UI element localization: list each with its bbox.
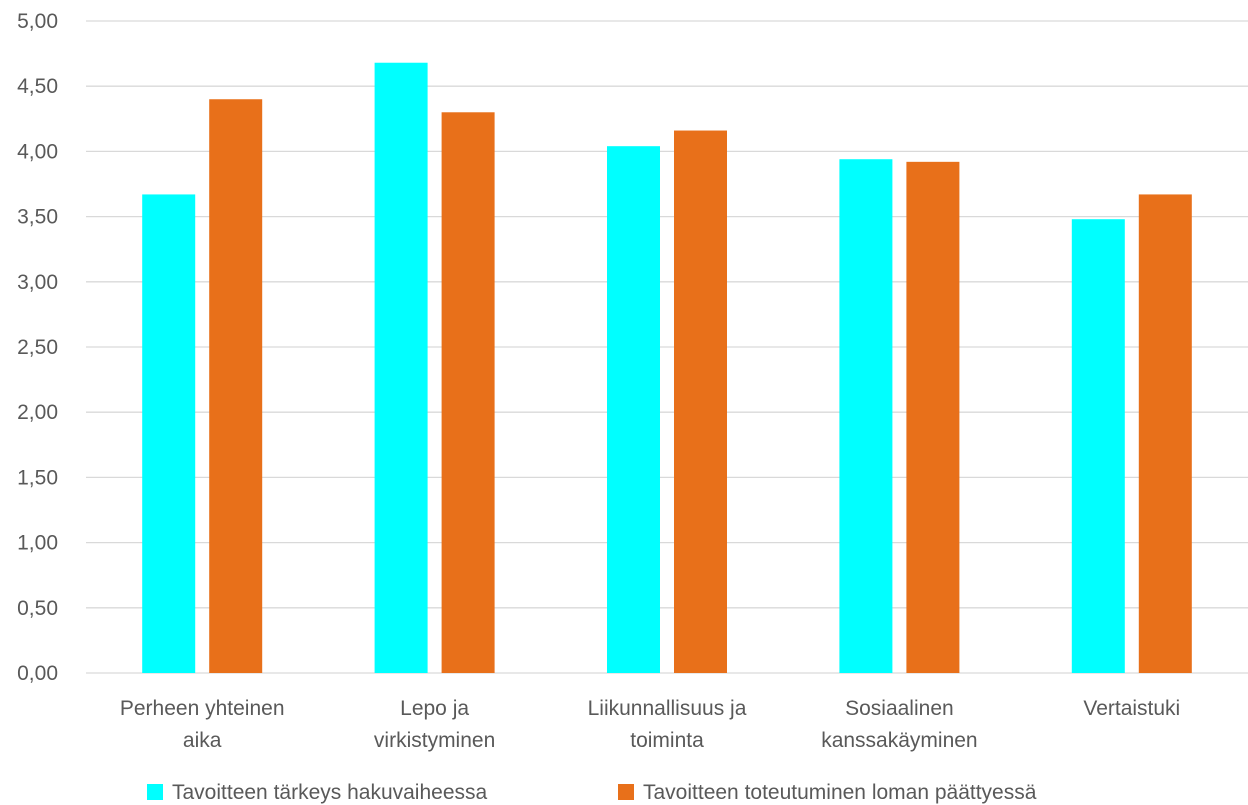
bar-toteutuminen-1 [442,112,495,673]
legend-label: Tavoitteen toteutuminen loman päättyessä [643,781,1037,804]
category-label: aika [183,729,222,752]
y-tick-label: 0,50 [17,597,58,620]
y-tick-label: 2,50 [17,336,58,359]
category-label: Perheen yhteinen [120,697,285,720]
category-label: Lepo ja [400,697,469,720]
y-tick-label: 3,00 [17,271,58,294]
bar-tarkeys-3 [839,159,892,673]
legend-label: Tavoitteen tärkeys hakuvaiheessa [172,781,488,804]
bars [142,63,1192,673]
bar-toteutuminen-2 [674,131,727,673]
y-tick-label: 1,50 [17,466,58,489]
legend-swatch [618,784,634,800]
y-tick-label: 4,50 [17,75,58,98]
bar-toteutuminen-4 [1139,194,1192,673]
x-axis-category-labels: Perheen yhteinen aika Lepo ja virkistyminen… [120,697,1180,752]
y-axis-tick-labels: 0,00 0,50 1,00 1,50 2,00 2,50 3,00 3,50 4,00 4,50… [17,10,58,685]
category-label: Vertaistuki [1083,697,1180,720]
bar-tarkeys-4 [1072,219,1125,673]
y-tick-label: 0,00 [17,662,58,685]
category-label: Sosiaalinen [845,697,954,720]
bar-toteutuminen-0 [209,99,262,673]
category-label: Liikunnallisuus ja [588,697,747,720]
bar-tarkeys-0 [142,194,195,673]
category-label: virkistyminen [374,729,495,752]
category-label: kanssakäyminen [821,729,977,752]
y-tick-label: 5,00 [17,10,58,33]
category-label: toiminta [630,729,704,752]
y-tick-label: 2,00 [17,401,58,424]
legend-swatch [147,784,163,800]
legend: Tavoitteen tärkeys hakuvaiheessa Tavoitte… [147,781,1037,804]
bar-tarkeys-2 [607,146,660,673]
bar-tarkeys-1 [375,63,428,673]
y-tick-label: 3,50 [17,206,58,229]
y-tick-label: 1,00 [17,532,58,555]
bar-toteutuminen-3 [906,162,959,673]
y-tick-label: 4,00 [17,140,58,163]
